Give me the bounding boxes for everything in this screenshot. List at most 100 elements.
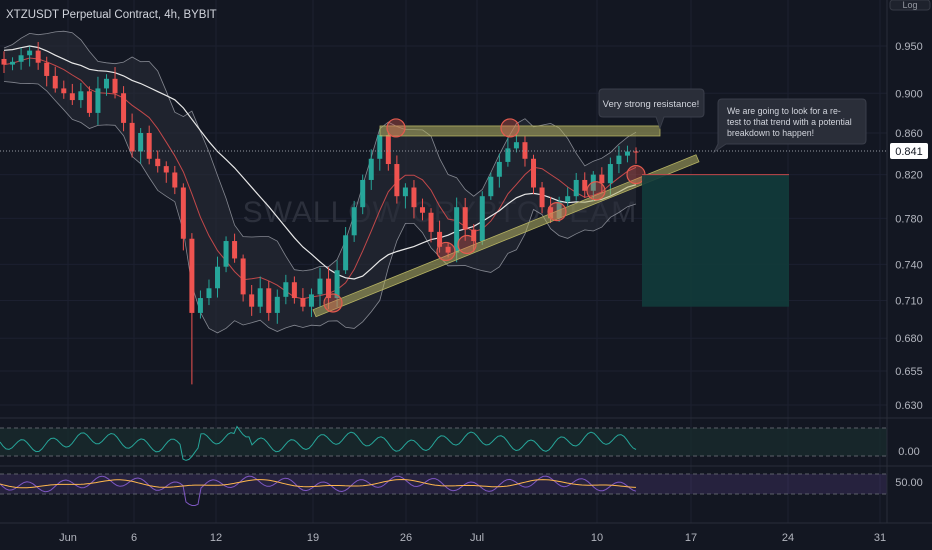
- candle-body: [112, 78, 118, 94]
- candle-body: [522, 142, 528, 159]
- candle-body: [138, 132, 144, 152]
- price-axis[interactable]: 0.950 0.900 0.860 0.820 0.780 0.740 0.710 0.680…: [895, 41, 923, 412]
- candle-body: [334, 270, 340, 299]
- candle-body: [437, 231, 443, 247]
- candle-body: [308, 294, 314, 307]
- candle-body: [266, 288, 272, 313]
- rsi-line: [0, 475, 637, 506]
- candle-body: [462, 207, 468, 230]
- time-axis[interactable]: Jun 6 12 19 26 Jul 10 17 24 31: [59, 532, 886, 544]
- candle-body: [232, 241, 238, 259]
- price-tick-label: 0.820: [895, 170, 923, 182]
- candle-body: [531, 158, 537, 188]
- candle-body: [291, 282, 297, 299]
- price-tick-label: 0.630: [895, 400, 923, 412]
- candle-body: [103, 78, 109, 89]
- price-tick-label: 0.655: [895, 366, 923, 378]
- resistance-callout[interactable]: Very strong resistance!: [598, 88, 705, 130]
- candle-body: [326, 278, 332, 299]
- time-tick-label: 24: [782, 532, 794, 544]
- short-position-box[interactable]: [642, 174, 789, 307]
- candle-body: [27, 50, 33, 56]
- candle-body: [394, 164, 400, 197]
- retest-callout-line-2: test to that trend with a potential: [727, 117, 852, 127]
- price-tick-label: 0.860: [895, 128, 923, 140]
- current-price-label: 0.841: [895, 146, 923, 158]
- candle-body: [360, 179, 366, 208]
- candle-body: [616, 155, 622, 165]
- candle-body: [10, 61, 16, 65]
- price-tick-label: 0.780: [895, 213, 923, 225]
- candle-body: [163, 166, 169, 173]
- touch-point-marker: [386, 118, 406, 138]
- candle-body: [573, 179, 579, 197]
- candle-body: [402, 187, 408, 197]
- candle-body: [385, 135, 391, 165]
- candle-body: [61, 88, 67, 94]
- candle-body: [411, 187, 417, 208]
- price-tick-label: 0.900: [895, 88, 923, 100]
- candle-body: [121, 93, 127, 123]
- candle-body: [18, 55, 24, 62]
- candle-body: [343, 235, 349, 271]
- position-target-zone: [642, 174, 789, 307]
- touch-point-marker: [586, 181, 606, 201]
- price-tick-label: 0.710: [895, 296, 923, 308]
- upper-band-line: [3, 30, 637, 272]
- candle-body: [539, 187, 545, 208]
- oscillator-band: [0, 428, 887, 456]
- log-scale-label: Log: [902, 0, 917, 10]
- price-tick-label: 0.740: [895, 259, 923, 271]
- candle-body: [197, 298, 203, 313]
- retest-callout-line-3: breakdown to happen!: [727, 128, 814, 138]
- candle-body: [513, 142, 519, 149]
- candle-body: [445, 246, 451, 253]
- candle-body: [633, 151, 639, 153]
- candle-body: [488, 176, 494, 197]
- time-tick-label: 19: [307, 532, 319, 544]
- candle-body: [419, 207, 425, 213]
- log-scale-toggle[interactable]: [889, 0, 931, 11]
- touch-point-marker: [500, 118, 520, 138]
- price-tick-label: 0.950: [895, 41, 923, 53]
- candle-body: [599, 174, 605, 184]
- price-tick-label: 0.680: [895, 333, 923, 345]
- candle-body: [257, 288, 263, 307]
- oscillator-tick-label: 0.00: [898, 446, 919, 458]
- candle-body: [565, 196, 571, 202]
- candle-body: [69, 93, 75, 101]
- candle-body: [548, 207, 554, 219]
- bollinger-bands: [3, 30, 637, 334]
- time-tick-label: 12: [210, 532, 222, 544]
- candle-body: [479, 196, 485, 242]
- rsi-tick-label: 50.00: [895, 477, 923, 489]
- candle-body: [44, 62, 50, 76]
- touch-point-marker: [547, 202, 567, 222]
- candle-body: [155, 158, 161, 167]
- candle-body: [180, 187, 186, 239]
- time-tick-label: 6: [131, 532, 137, 544]
- candle-body: [607, 164, 613, 184]
- oscillator-panel[interactable]: 0.00: [0, 425, 920, 461]
- candle-body: [624, 151, 630, 156]
- retest-callout-line-1: We are going to look for a re-: [727, 106, 841, 116]
- time-tick-label: 10: [591, 532, 603, 544]
- candle-body: [86, 91, 92, 113]
- candle-body: [95, 88, 101, 113]
- candle-body: [582, 179, 588, 191]
- time-tick-label: Jul: [470, 532, 484, 544]
- time-tick-label: Jun: [59, 532, 77, 544]
- rsi-panel[interactable]: 50.00: [0, 473, 923, 506]
- candle-body: [454, 207, 460, 253]
- band-fill: [4, 31, 636, 333]
- candle-body: [206, 288, 212, 299]
- retest-callout[interactable]: We are going to look for a re- test to t…: [712, 98, 867, 154]
- candlestick-series[interactable]: [1, 42, 639, 385]
- candle-body: [223, 241, 229, 267]
- candle-body: [351, 207, 357, 236]
- candle-body: [249, 294, 255, 307]
- candle-body: [274, 296, 280, 313]
- candle-body: [35, 50, 41, 63]
- oscillator-line: [0, 425, 637, 461]
